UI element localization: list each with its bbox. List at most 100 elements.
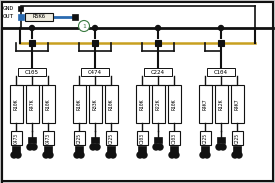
Text: R10K: R10K	[76, 98, 81, 110]
Circle shape	[90, 144, 96, 150]
Bar	[81, 68, 109, 76]
Text: 1: 1	[82, 23, 86, 29]
Text: R4K7: R4K7	[235, 98, 240, 110]
Circle shape	[106, 152, 112, 158]
Bar	[28, 137, 36, 143]
Bar	[18, 5, 23, 10]
Bar	[43, 131, 54, 145]
Text: C105: C105	[25, 70, 39, 74]
Text: C225: C225	[109, 132, 114, 143]
Bar	[169, 131, 180, 145]
Text: C225: C225	[76, 132, 81, 143]
Bar	[73, 85, 86, 123]
Bar	[11, 131, 22, 145]
Bar	[91, 137, 99, 143]
Circle shape	[43, 152, 49, 158]
Circle shape	[137, 152, 143, 158]
Text: OUT: OUT	[3, 14, 14, 20]
Text: R4K7: R4K7	[202, 98, 208, 110]
Bar	[10, 85, 23, 123]
Bar	[144, 68, 172, 76]
Bar	[89, 85, 102, 123]
Bar	[29, 40, 35, 46]
Circle shape	[29, 25, 34, 31]
Bar	[136, 85, 149, 123]
Bar	[231, 85, 244, 123]
Circle shape	[78, 20, 89, 31]
Circle shape	[173, 152, 179, 158]
Bar	[42, 85, 55, 123]
Bar	[138, 146, 146, 152]
Circle shape	[220, 144, 226, 150]
Circle shape	[74, 152, 80, 158]
Circle shape	[11, 152, 17, 158]
Circle shape	[216, 144, 222, 150]
Text: R12K: R12K	[219, 98, 224, 110]
Circle shape	[27, 144, 33, 150]
Bar	[18, 14, 24, 20]
Bar	[74, 131, 85, 145]
Bar	[218, 40, 224, 46]
Circle shape	[157, 144, 163, 150]
Bar	[107, 146, 115, 152]
Circle shape	[204, 152, 210, 158]
Bar	[232, 131, 243, 145]
Bar	[152, 85, 165, 123]
Bar	[201, 146, 209, 152]
Bar	[154, 137, 162, 143]
Circle shape	[169, 152, 175, 158]
Bar	[105, 85, 118, 123]
Bar	[92, 40, 98, 46]
Bar	[200, 131, 211, 145]
Circle shape	[110, 152, 116, 158]
Bar	[207, 68, 235, 76]
Bar	[12, 146, 20, 152]
Bar	[155, 40, 161, 46]
Circle shape	[155, 25, 161, 31]
Bar	[137, 131, 148, 145]
Bar	[75, 146, 83, 152]
Bar	[18, 68, 46, 76]
Text: GND: GND	[3, 5, 14, 10]
Text: C225: C225	[235, 132, 240, 143]
Circle shape	[236, 152, 242, 158]
Bar	[215, 85, 228, 123]
Text: C225: C225	[202, 132, 208, 143]
Circle shape	[153, 144, 159, 150]
Text: R10K: R10K	[172, 98, 177, 110]
Text: R22K: R22K	[155, 98, 161, 110]
Bar	[233, 146, 241, 152]
Circle shape	[232, 152, 238, 158]
Bar	[217, 137, 225, 143]
Circle shape	[92, 25, 98, 31]
Bar	[26, 85, 39, 123]
Circle shape	[94, 144, 100, 150]
Bar	[44, 146, 52, 152]
Bar	[72, 14, 78, 20]
Text: C473: C473	[45, 132, 51, 143]
Circle shape	[141, 152, 147, 158]
Text: C104: C104	[214, 70, 228, 74]
Bar	[106, 131, 117, 145]
Bar	[25, 13, 53, 21]
Text: C224: C224	[151, 70, 165, 74]
Bar	[199, 85, 212, 123]
Text: C473: C473	[13, 132, 18, 143]
Text: R10K: R10K	[139, 98, 144, 110]
Circle shape	[200, 152, 206, 158]
Text: C474: C474	[88, 70, 102, 74]
Text: R33K: R33K	[92, 98, 98, 110]
Circle shape	[78, 152, 84, 158]
Bar	[168, 85, 181, 123]
Circle shape	[15, 152, 21, 158]
Text: C103: C103	[172, 132, 177, 143]
Circle shape	[31, 144, 37, 150]
Text: R47K: R47K	[29, 98, 34, 110]
Text: C103: C103	[139, 132, 144, 143]
Circle shape	[47, 152, 53, 158]
Text: R10K: R10K	[45, 98, 51, 110]
Text: R10K: R10K	[109, 98, 114, 110]
Text: R10K: R10K	[13, 98, 18, 110]
Bar	[170, 146, 178, 152]
Text: R5K6: R5K6	[32, 14, 45, 20]
